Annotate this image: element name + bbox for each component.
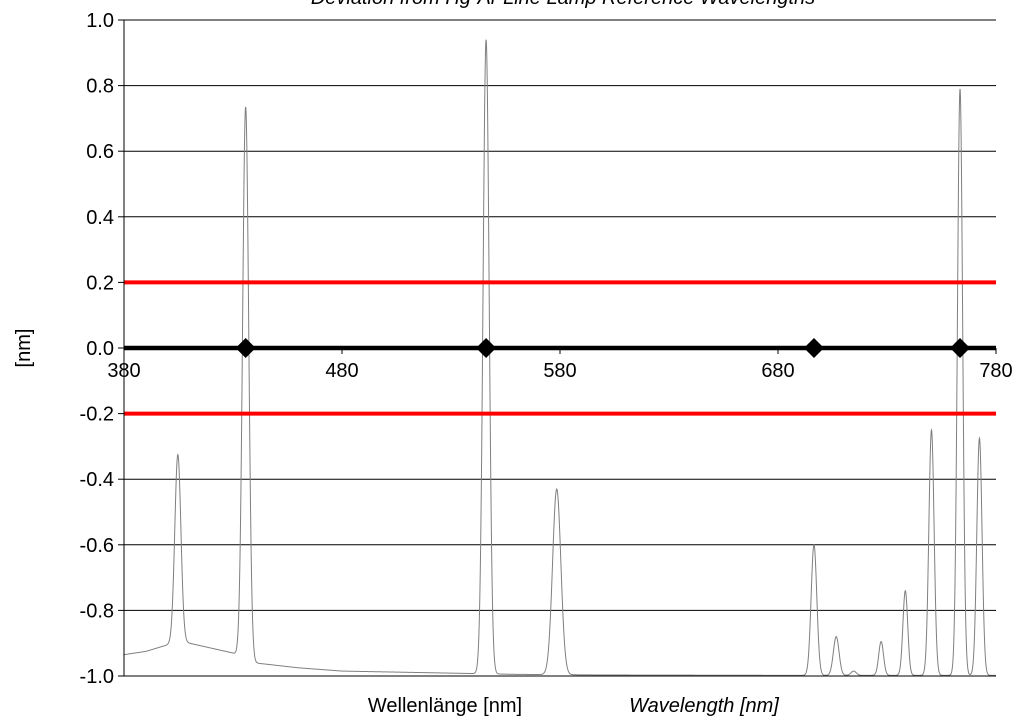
diamond-marker — [950, 338, 971, 358]
chart-title: Deviation from Hg-Ar Line Lamp Reference… — [311, 0, 815, 9]
axes — [118, 19, 997, 677]
y-axis-label: [nm] — [13, 329, 35, 368]
y-tick-label: 1.0 — [86, 10, 114, 32]
y-tick-label: -0.4 — [80, 469, 114, 491]
y-tick-label: -0.8 — [80, 600, 114, 622]
x-tick-label: 780 — [979, 360, 1012, 382]
spectrum-line — [123, 39, 996, 676]
spectrum-series — [123, 39, 996, 676]
y-tick-label: 0.0 — [86, 338, 114, 360]
x-tick-label: 380 — [107, 360, 140, 382]
y-tick-label: -0.6 — [80, 535, 114, 557]
x-axis-label-secondary: Wavelength [nm] — [629, 695, 779, 717]
x-tick-label: 480 — [325, 360, 358, 382]
y-tick-label: 0.8 — [86, 76, 114, 98]
y-tick-label: 0.2 — [86, 272, 114, 294]
y-tick-label: 0.6 — [86, 141, 114, 163]
diamond-marker — [235, 338, 256, 358]
y-tick-label: -1.0 — [80, 666, 114, 688]
tick-labels: 1.0 0.8 0.6 0.4 0.2 0.0 -0.2 -0.4 -0.6 -0.8 -1.0 38… — [80, 10, 1013, 688]
x-tick-label: 680 — [761, 360, 794, 382]
y-tick-label: 0.4 — [86, 207, 114, 229]
diamond-marker — [476, 338, 497, 358]
marker-series — [235, 338, 971, 358]
x-tick-label: 580 — [543, 360, 576, 382]
diamond-marker — [803, 338, 824, 358]
y-tick-label: -0.2 — [80, 404, 114, 426]
x-axis-label: Wellenlänge [nm] — [368, 695, 522, 717]
